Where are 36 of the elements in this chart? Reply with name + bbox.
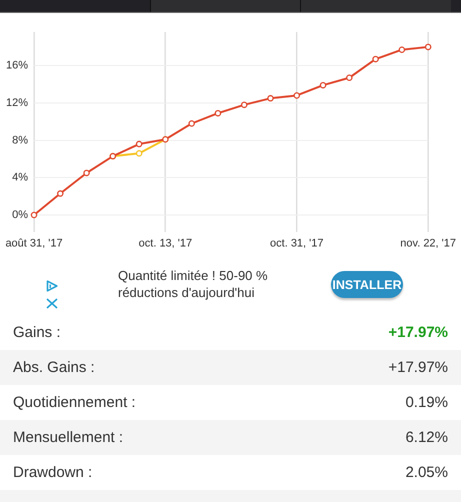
y-tick-label: 16% [6, 60, 28, 72]
install-button: INSTALLER [331, 271, 403, 298]
point [214, 110, 222, 116]
x-tick-label: oct. 13, '17 [138, 237, 192, 250]
point [30, 212, 38, 218]
y-tick-label: 12% [6, 96, 28, 109]
x-tick-label: oct. 31, '17 [270, 237, 324, 250]
point [398, 46, 406, 53]
point [267, 95, 274, 102]
text: Mensuellement : [13, 428, 124, 447]
point [240, 102, 248, 108]
point [136, 150, 142, 157]
text: +17.97% [388, 358, 448, 377]
y-tick-label: 8% [12, 134, 28, 146]
point [136, 140, 142, 148]
y-tick-label: 0% [12, 209, 28, 222]
point [424, 44, 432, 50]
x-tick-label: nov. 22, '17 [400, 237, 456, 250]
text: 6.12% [405, 428, 448, 447]
point [188, 120, 195, 127]
text: Quotidiennement : [13, 393, 136, 412]
text: Drawdown : [13, 463, 92, 482]
point [83, 170, 90, 176]
text: Abs. Gains : [13, 358, 95, 377]
x-tick-label: août 31, '17 [5, 237, 63, 250]
point [372, 56, 379, 62]
text: 2.05% [405, 463, 448, 482]
point [346, 74, 353, 81]
text: 0.19% [405, 393, 448, 412]
text: Quantité limitée ! 50-90 % réductions d'aujourd'hui [118, 267, 269, 301]
point [294, 92, 300, 99]
text: +17.97% [388, 323, 448, 342]
point [57, 190, 64, 197]
text: Gains : [13, 323, 61, 342]
point [320, 82, 326, 88]
y-tick-label: 4% [12, 172, 28, 184]
